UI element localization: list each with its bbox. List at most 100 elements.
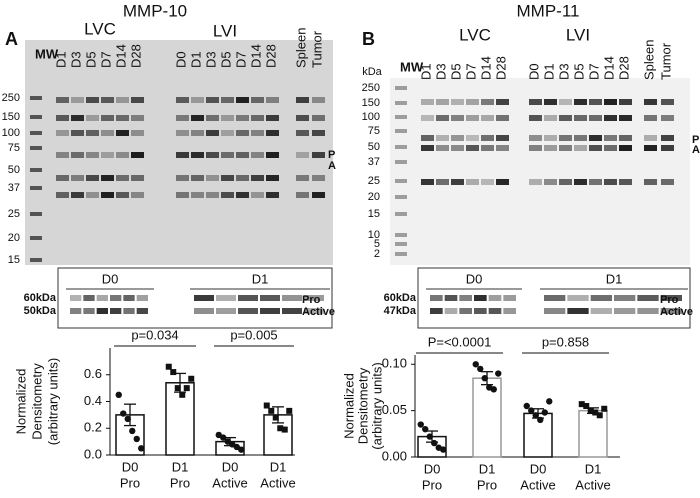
ladder-band: [30, 186, 42, 190]
blot-band: [529, 115, 542, 121]
blot-band: [481, 179, 494, 185]
inset-band: [430, 308, 443, 314]
blot-band: [619, 179, 632, 185]
inset-band: [123, 295, 135, 301]
blot-band: [466, 135, 479, 141]
inset-band: [96, 295, 108, 301]
marker-label: 15: [368, 208, 380, 220]
inset-band: [637, 295, 659, 301]
x-tick-label: Pro: [170, 475, 190, 490]
inset-band: [194, 308, 214, 314]
blot-band: [296, 115, 309, 121]
blot-band: [496, 179, 509, 185]
inset-band: [304, 295, 324, 301]
inset-band: [123, 308, 135, 314]
annotation: p=0.005: [230, 327, 277, 342]
x-tick-label: Active: [520, 477, 555, 492]
ladder-band: [395, 160, 407, 164]
blot-band: [101, 175, 114, 181]
lane-label: D28: [493, 56, 508, 80]
blot-band: [191, 175, 204, 181]
blot-band: [266, 152, 279, 158]
blot-band: [574, 179, 587, 185]
blot-band: [221, 115, 234, 121]
blot-band: [191, 97, 204, 103]
blot-band: [421, 99, 434, 105]
inset-group: D0: [466, 271, 483, 286]
blot-band: [101, 115, 114, 121]
blot-band: [296, 130, 309, 136]
inset-band: [304, 308, 324, 314]
blot-band: [466, 179, 479, 185]
group-label: LVC: [459, 25, 491, 44]
blot-band: [86, 130, 99, 136]
blot-band: [574, 135, 587, 141]
y-axis-label: Normalized: [341, 373, 356, 439]
data-point: [165, 363, 172, 370]
y-axis-label: Normalized: [13, 369, 28, 435]
inset-band: [503, 308, 516, 314]
inset-band: [488, 308, 502, 314]
blot-band: [544, 99, 557, 105]
lane-label: Spleen: [641, 40, 656, 80]
blot-band: [589, 135, 602, 141]
blot-band: [661, 179, 674, 185]
blot-band: [436, 135, 449, 141]
inset-band: [567, 295, 589, 301]
inset-band: [614, 295, 636, 301]
blot-band: [481, 145, 494, 151]
data-point: [426, 433, 433, 440]
lane-label: D1: [418, 63, 433, 80]
blot-band: [86, 175, 99, 181]
inset-band: [96, 308, 108, 314]
blot-band: [436, 99, 449, 105]
ladder-band: [395, 242, 407, 246]
blot-band: [266, 97, 279, 103]
marker-label: 10: [368, 229, 380, 241]
x-tick-label: Active: [260, 475, 295, 490]
blot-band: [116, 130, 129, 136]
blot-band: [544, 135, 557, 141]
lane-label: D5: [448, 63, 463, 80]
blot-band: [266, 192, 279, 198]
data-point: [272, 414, 279, 421]
blot-band: [604, 99, 617, 105]
lane-label: D3: [433, 63, 448, 80]
blot-band: [56, 152, 69, 158]
inset-band: [444, 308, 458, 314]
data-point: [532, 412, 539, 419]
blot-band: [312, 130, 325, 136]
data-point: [277, 425, 284, 432]
blot-band: [176, 97, 189, 103]
inset-band: [488, 295, 502, 301]
blot-band: [56, 130, 69, 136]
ladder-band: [395, 86, 407, 90]
blot-band: [619, 135, 632, 141]
ladder-band: [395, 101, 407, 105]
data-point: [417, 421, 424, 428]
inset-band: [260, 295, 280, 301]
blot-band: [251, 130, 264, 136]
inset-left-label: 50kDa: [24, 305, 57, 317]
marker-label: 150: [2, 111, 20, 123]
marker-label: 37: [8, 182, 20, 194]
blot-band: [559, 179, 572, 185]
blot-image: [390, 78, 690, 265]
blot-band: [644, 179, 657, 185]
inset-band: [194, 295, 214, 301]
inset-band: [637, 308, 659, 314]
inset-left-label: 60kDa: [384, 292, 417, 304]
inset-right-label: Active: [660, 306, 693, 318]
blot-band: [451, 145, 464, 151]
data-point: [129, 427, 136, 435]
blot-band: [421, 145, 434, 151]
blot-band: [71, 130, 84, 136]
inset-band: [503, 295, 516, 301]
blot-band: [236, 97, 249, 103]
inset-right-label: Pro: [302, 294, 321, 306]
marker-label: 50: [368, 141, 380, 153]
data-point: [490, 386, 497, 393]
group-label: LVI: [566, 25, 590, 44]
data-point: [179, 391, 186, 398]
marker-label: 37: [368, 156, 380, 168]
